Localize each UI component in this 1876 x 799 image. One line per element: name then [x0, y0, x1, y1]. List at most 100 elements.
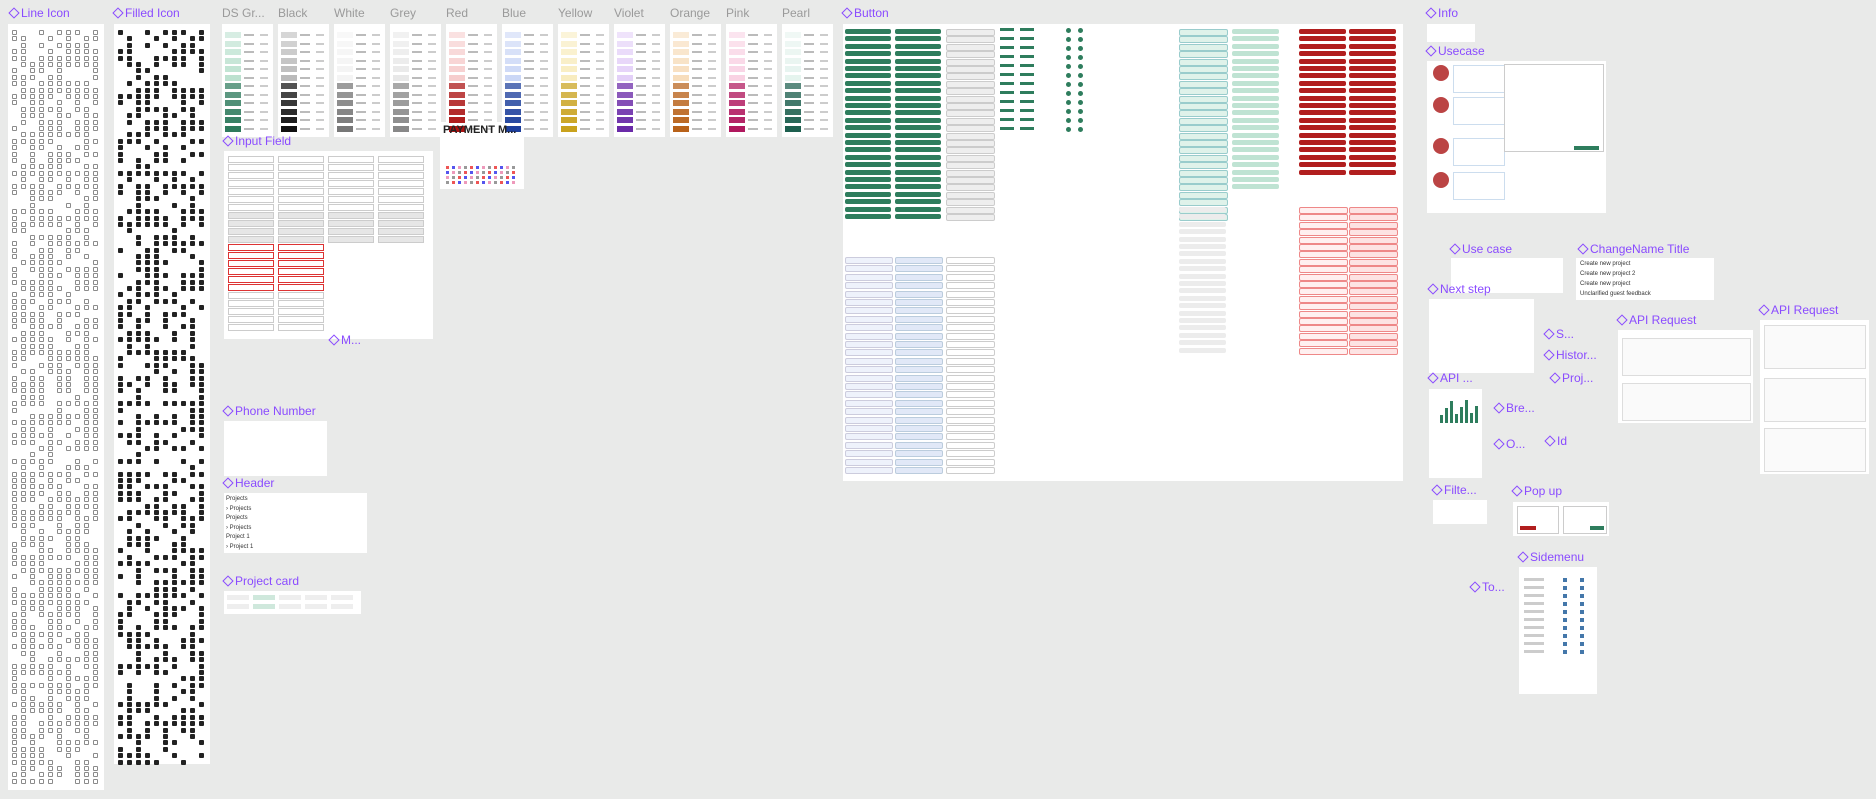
line-icon — [75, 612, 80, 618]
frame-label[interactable]: Info — [1425, 6, 1458, 20]
frame-label[interactable]: API Request — [1616, 313, 1696, 327]
line-icon — [30, 401, 35, 407]
line-icon — [66, 298, 71, 304]
line-icon — [84, 401, 89, 407]
button — [1299, 295, 1348, 303]
frame-label[interactable]: API ... — [1427, 371, 1473, 385]
swatch-text — [260, 34, 268, 36]
frame-label[interactable]: Pop up — [1511, 484, 1562, 498]
swatch-text — [820, 93, 828, 96]
frame-label[interactable]: Line Icon — [8, 6, 70, 20]
filled-icon — [127, 727, 132, 733]
line-icon — [21, 36, 26, 42]
swatch — [673, 49, 689, 55]
frame-label[interactable]: Project card — [222, 574, 299, 588]
input-field — [278, 172, 324, 179]
frame-label[interactable]: Usecase — [1425, 44, 1485, 58]
swatch-text — [412, 102, 422, 104]
button — [895, 441, 943, 449]
swatch-text — [708, 51, 716, 53]
filled-icon — [172, 356, 177, 362]
frame-label[interactable]: Id — [1544, 434, 1567, 448]
frame-label[interactable]: ChangeName Title — [1577, 242, 1689, 256]
frame-label[interactable]: Use case — [1449, 242, 1512, 256]
frame-label[interactable]: M... — [328, 333, 361, 347]
swatch — [617, 49, 633, 55]
filled-icon — [181, 94, 186, 99]
filled-icon — [190, 234, 195, 240]
line-icon — [48, 106, 53, 112]
frame-label[interactable]: Input Field — [222, 134, 291, 148]
swatch — [561, 66, 577, 72]
filled-icon — [163, 586, 168, 592]
swatch-text — [316, 34, 324, 36]
frame-label[interactable]: Sidemenu — [1517, 550, 1584, 564]
frame-label[interactable]: Phone Number — [222, 404, 316, 418]
line-icon — [30, 311, 35, 317]
filled-icon — [136, 561, 141, 567]
filled-icon — [190, 625, 195, 631]
swatch — [785, 117, 801, 123]
line-icon — [84, 663, 89, 669]
line-icon — [12, 158, 17, 163]
swatch-text — [804, 68, 814, 70]
line-icon — [66, 746, 71, 752]
frame-label[interactable]: S... — [1543, 327, 1574, 341]
filled-icon — [127, 471, 132, 477]
button — [946, 147, 995, 155]
swatch-text — [412, 76, 422, 79]
swatch — [729, 32, 745, 38]
button — [1299, 251, 1348, 259]
swatch-text — [764, 34, 772, 36]
line-icon — [48, 663, 53, 669]
frame-label[interactable]: O... — [1493, 437, 1525, 451]
input-field — [278, 324, 324, 331]
link — [1000, 82, 1014, 85]
frame-label[interactable]: Histor... — [1543, 348, 1597, 362]
line-icon — [84, 126, 89, 131]
line-icon — [12, 94, 17, 99]
frame-label[interactable]: Proj... — [1549, 371, 1593, 385]
button — [1299, 51, 1346, 57]
frame-label[interactable]: To... — [1469, 580, 1505, 594]
swatch-text — [468, 76, 478, 79]
line-icon — [57, 746, 62, 752]
button — [1299, 103, 1346, 108]
button — [1299, 169, 1346, 175]
filled-icon — [190, 574, 195, 579]
line-icon — [66, 446, 71, 451]
line-icon — [66, 215, 71, 221]
frame-label[interactable]: Next step — [1427, 282, 1491, 296]
link — [1000, 100, 1014, 103]
filled-icon — [163, 158, 168, 163]
line-icon — [21, 695, 26, 701]
button — [845, 154, 891, 160]
line-icon — [48, 503, 53, 509]
line-icon — [57, 298, 62, 304]
filled-icon — [163, 650, 168, 656]
icon-button — [1078, 64, 1083, 69]
line-icon — [84, 657, 89, 663]
button — [845, 191, 891, 197]
swatch — [561, 125, 577, 132]
frame-label[interactable]: API Request — [1758, 303, 1838, 317]
line-icon — [66, 350, 71, 355]
frame-label[interactable]: Header — [222, 476, 274, 490]
button — [1179, 244, 1226, 249]
input-field — [328, 180, 374, 187]
line-icon — [84, 382, 89, 387]
frame-label[interactable]: Filte... — [1431, 483, 1477, 497]
frame-panel — [1429, 389, 1482, 478]
button — [1179, 66, 1228, 73]
frame-label[interactable]: Button — [841, 6, 889, 20]
button — [845, 95, 891, 101]
filled-icon — [145, 529, 150, 535]
frame-label[interactable]: Bre... — [1493, 401, 1535, 415]
filled-icon — [136, 94, 141, 99]
frame-label[interactable]: Filled Icon — [112, 6, 180, 20]
input-field — [228, 308, 274, 315]
filled-icon — [127, 222, 132, 227]
filled-icon — [145, 593, 150, 599]
filled-icon — [136, 106, 141, 112]
swatch — [281, 117, 297, 123]
